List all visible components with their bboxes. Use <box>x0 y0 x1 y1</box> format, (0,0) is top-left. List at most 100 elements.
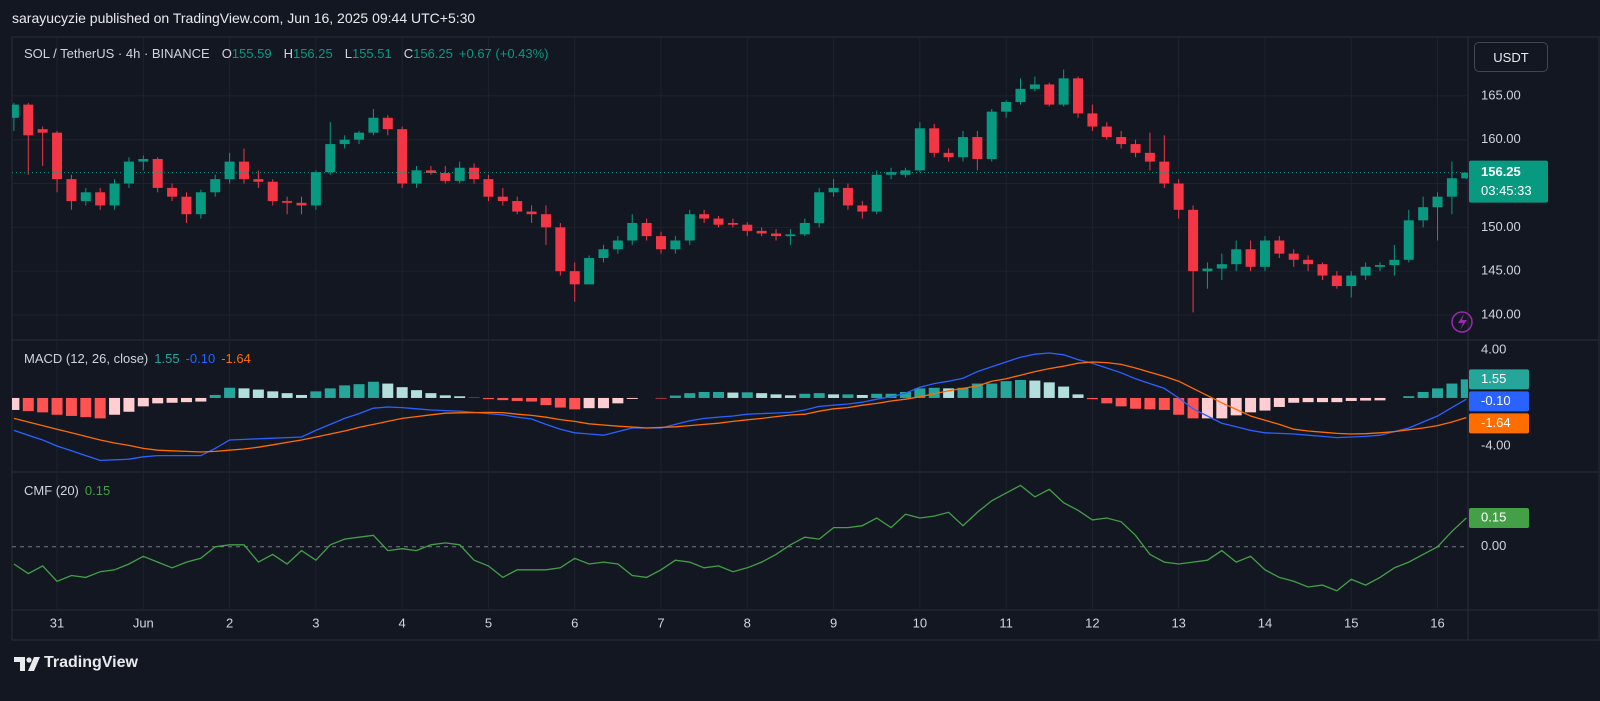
candle-body <box>267 181 278 202</box>
candle-body <box>656 236 666 250</box>
candle-body <box>224 161 235 180</box>
last-value-label: 0.15 <box>1481 509 1506 524</box>
histogram-bar <box>1403 396 1415 398</box>
candle-body <box>771 233 782 237</box>
histogram-bar <box>986 383 998 398</box>
last-value-box <box>1469 369 1529 390</box>
histogram-bar <box>928 387 940 398</box>
candle-body <box>1418 207 1429 221</box>
histogram-bar <box>856 394 868 398</box>
candle-body <box>871 174 882 212</box>
histogram-bar <box>569 397 581 410</box>
histogram-bar <box>971 383 983 398</box>
histogram-bar <box>1245 397 1257 413</box>
x-tick-label: 4 <box>399 615 406 630</box>
candle-body <box>512 201 523 212</box>
histogram-bar <box>1144 397 1156 410</box>
candle-body <box>727 222 738 225</box>
indicator-line <box>13 352 1467 462</box>
candle-body <box>483 179 494 197</box>
candle-body <box>914 128 925 171</box>
candle-body <box>497 196 508 202</box>
histogram-bar <box>1316 397 1328 403</box>
histogram-bar <box>1072 394 1084 398</box>
alert-icon <box>1451 311 1473 333</box>
histogram-bar <box>209 394 221 398</box>
histogram-bar <box>583 397 595 409</box>
last-price-label: 156.25 <box>1481 164 1521 179</box>
currency-button[interactable]: USDT <box>1474 42 1548 72</box>
histogram-bar <box>482 397 494 400</box>
pane-legend: MACD (12, 26, close) 1.55 -0.10 -1.64 <box>24 351 251 366</box>
candle-body <box>66 179 77 202</box>
candle-body <box>742 224 753 231</box>
candle-body <box>1087 113 1098 127</box>
candle-body <box>785 234 796 237</box>
price-change: +0.67 (+0.43%) <box>458 46 549 61</box>
y-tick-label: 0.00 <box>1481 538 1506 553</box>
histogram-bar <box>885 393 897 398</box>
pane-legend: SOL / TetherUS · 4h · BINANCE O 155.59 H 156… <box>24 46 549 61</box>
candle-body <box>569 271 580 285</box>
candle-body <box>584 258 595 285</box>
candle-body <box>598 249 609 259</box>
histogram-bar <box>1432 388 1444 398</box>
y-tick-label: 4.00 <box>1481 341 1506 356</box>
histogram-bar <box>12 397 20 410</box>
x-tick-label: 2 <box>226 615 233 630</box>
x-tick-label: 16 <box>1430 615 1444 630</box>
histogram-bar <box>425 393 437 398</box>
histogram-bar <box>252 389 264 398</box>
histogram-bar <box>1043 382 1055 398</box>
candle-body <box>1202 268 1213 272</box>
x-tick-label: 12 <box>1085 615 1099 630</box>
histogram-bar <box>51 397 63 415</box>
histogram-bar <box>1101 397 1113 404</box>
histogram-bar <box>65 397 77 416</box>
histogram-bar <box>1259 397 1271 411</box>
histogram-bar <box>367 381 379 398</box>
candle-body <box>397 129 408 184</box>
histogram-bar <box>1029 380 1041 398</box>
histogram-bar <box>195 397 207 402</box>
y-tick-label: 165.00 <box>1481 87 1521 102</box>
histogram-bar <box>310 391 322 398</box>
candle-body <box>828 187 839 193</box>
candle-body <box>555 227 566 272</box>
candle-body <box>1446 178 1457 197</box>
histogram-bar <box>80 397 92 418</box>
candle-body <box>282 201 293 203</box>
histogram-bar <box>1000 381 1012 398</box>
y-tick-label: 160.00 <box>1481 131 1521 146</box>
histogram-bar <box>828 394 840 398</box>
y-tick-label: -4.00 <box>1481 437 1511 452</box>
legend-value: -0.10 <box>185 351 216 366</box>
histogram-bar <box>109 397 121 415</box>
x-tick-label: Jun <box>133 615 154 630</box>
histogram-bar <box>655 397 667 399</box>
histogram-bar <box>1130 397 1142 409</box>
histogram-bar <box>612 397 624 404</box>
x-tick-label: 5 <box>485 615 492 630</box>
ohlc-key: L <box>344 46 352 61</box>
ohlc-key: H <box>283 46 293 61</box>
candle-body <box>1058 78 1069 105</box>
candle-body <box>12 104 19 118</box>
candle-body <box>454 167 465 181</box>
candle-body <box>1331 275 1342 287</box>
histogram-bar <box>698 391 710 398</box>
candle-body <box>612 240 623 250</box>
histogram-bar <box>37 397 49 413</box>
histogram-bar <box>224 387 236 398</box>
legend-value: 1.55 <box>154 351 180 366</box>
candle-body <box>799 222 810 235</box>
candle-body <box>23 104 34 136</box>
last-value-box <box>1469 413 1529 434</box>
histogram-bar <box>511 397 523 401</box>
last-value-box <box>1469 508 1529 528</box>
histogram-bar <box>1360 397 1372 401</box>
grid <box>12 38 1468 610</box>
indicator-line <box>13 484 1467 592</box>
histogram-bar <box>1331 397 1343 403</box>
candle-body <box>1144 152 1155 162</box>
